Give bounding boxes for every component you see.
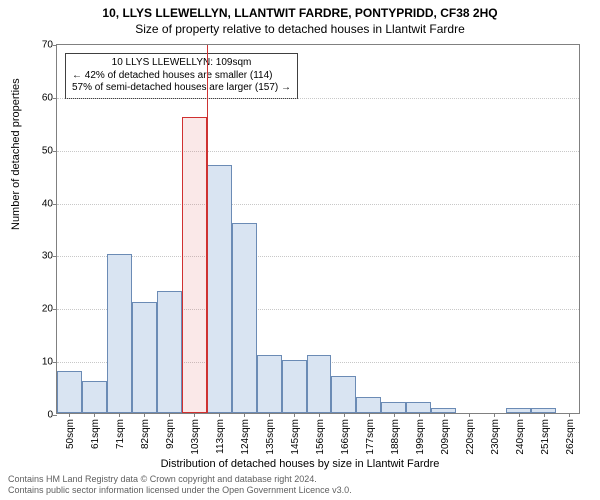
x-tick-mark [344,413,345,417]
x-tick-mark [219,413,220,417]
x-tick-mark [144,413,145,417]
x-tick-label: 220sqm [465,419,476,455]
y-tick-mark [53,151,57,152]
x-tick-label: 262sqm [565,419,576,455]
x-tick-label: 251sqm [540,419,551,455]
footnote-line1: Contains HM Land Registry data © Crown c… [8,474,352,485]
x-tick-mark [494,413,495,417]
y-tick-label: 30 [42,251,53,262]
x-tick-mark [369,413,370,417]
bar [107,254,132,413]
x-tick-label: 103sqm [190,419,201,455]
bar [257,355,282,413]
x-tick-mark [294,413,295,417]
x-tick-label: 199sqm [415,419,426,455]
y-tick-label: 10 [42,357,53,368]
x-tick-label: 156sqm [315,419,326,455]
x-tick-label: 240sqm [515,419,526,455]
bar [207,165,232,413]
y-tick-mark [53,415,57,416]
x-tick-mark [469,413,470,417]
x-tick-label: 135sqm [265,419,276,455]
y-tick-label: 50 [42,145,53,156]
bar [232,223,257,413]
x-tick-label: 82sqm [140,419,151,449]
chart-title-main: 10, LLYS LLEWELLYN, LLANTWIT FARDRE, PON… [0,6,600,20]
bar [282,360,307,413]
y-tick-mark [53,204,57,205]
bar [307,355,332,413]
y-tick-mark [53,98,57,99]
y-tick-mark [53,309,57,310]
bar [356,397,381,413]
footnote-line2: Contains public sector information licen… [8,485,352,496]
x-tick-mark [394,413,395,417]
x-tick-label: 177sqm [365,419,376,455]
y-tick-label: 70 [42,40,53,51]
annotation-line2: ← 42% of detached houses are smaller (11… [72,70,291,83]
chart-container: 10, LLYS LLEWELLYN, LLANTWIT FARDRE, PON… [0,0,600,500]
x-tick-label: 92sqm [165,419,176,449]
x-tick-label: 166sqm [340,419,351,455]
annotation-line1: 10 LLYS LLEWELLYN: 109sqm [72,57,291,70]
y-tick-label: 20 [42,304,53,315]
y-tick-label: 60 [42,92,53,103]
bar [82,381,107,413]
gridline [57,256,579,257]
footnote: Contains HM Land Registry data © Crown c… [8,474,352,496]
x-tick-mark [419,413,420,417]
y-tick-mark [53,362,57,363]
bar [406,402,431,413]
x-tick-label: 61sqm [90,419,101,449]
x-axis-label: Distribution of detached houses by size … [0,458,600,470]
x-tick-label: 188sqm [390,419,401,455]
reference-line [207,45,208,413]
x-tick-mark [194,413,195,417]
x-tick-label: 209sqm [440,419,451,455]
bar [381,402,406,413]
y-tick-mark [53,45,57,46]
y-tick-mark [53,256,57,257]
x-tick-mark [444,413,445,417]
bar [57,371,82,413]
x-tick-mark [569,413,570,417]
annotation-box: 10 LLYS LLEWELLYN: 109sqm ← 42% of detac… [65,53,298,99]
bar [132,302,157,413]
gridline [57,98,579,99]
bar [157,291,182,413]
bar [182,117,207,413]
x-tick-mark [169,413,170,417]
y-axis-label: Number of detached properties [10,78,22,230]
x-tick-mark [519,413,520,417]
x-tick-mark [269,413,270,417]
x-tick-label: 145sqm [290,419,301,455]
x-tick-label: 50sqm [65,419,76,449]
gridline [57,151,579,152]
gridline [57,204,579,205]
plot-area: 10 LLYS LLEWELLYN: 109sqm ← 42% of detac… [56,44,580,414]
x-tick-label: 71sqm [115,419,126,449]
bar [331,376,356,413]
y-tick-label: 40 [42,198,53,209]
x-tick-mark [69,413,70,417]
x-tick-mark [544,413,545,417]
x-tick-label: 113sqm [215,419,226,454]
x-tick-label: 124sqm [240,419,251,455]
chart-title-sub: Size of property relative to detached ho… [0,22,600,36]
annotation-line3: 57% of semi-detached houses are larger (… [72,82,291,95]
x-tick-mark [119,413,120,417]
x-tick-mark [319,413,320,417]
x-tick-mark [244,413,245,417]
x-tick-mark [94,413,95,417]
x-tick-label: 230sqm [490,419,501,455]
